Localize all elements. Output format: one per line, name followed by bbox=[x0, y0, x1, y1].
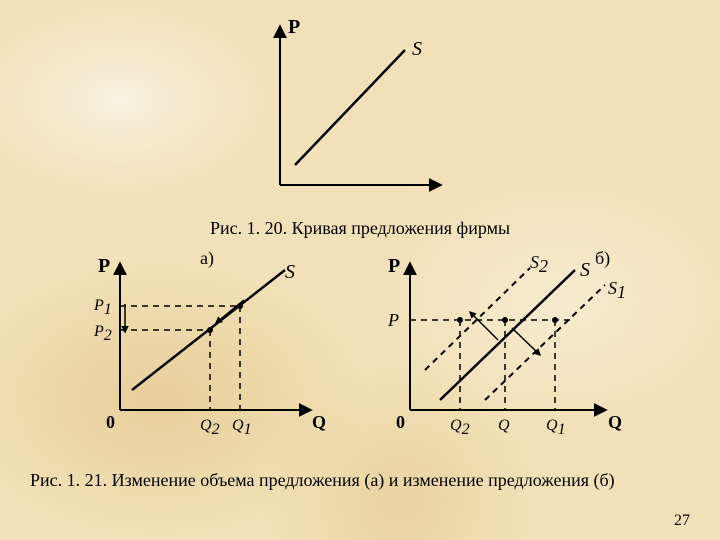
tick-p2: P2 bbox=[93, 323, 112, 344]
panel-a-label: а) bbox=[200, 250, 214, 269]
axis-label-p: P bbox=[388, 255, 400, 277]
origin-label: 0 bbox=[396, 412, 405, 432]
shift-arrow-left bbox=[470, 312, 498, 340]
point-s2 bbox=[457, 317, 463, 323]
label-s: S bbox=[580, 259, 590, 281]
label-s1: S1 bbox=[608, 278, 626, 302]
panel-b: б) P Q 0 P S2 S S1 bbox=[370, 250, 650, 450]
axis-label-q: Q bbox=[312, 412, 326, 432]
tick-q: Q bbox=[498, 417, 510, 434]
curve-label-s: S bbox=[285, 261, 295, 283]
origin-label: 0 bbox=[106, 412, 115, 432]
page-number: 27 bbox=[674, 512, 690, 530]
label-s2: S2 bbox=[530, 252, 548, 276]
point-s bbox=[502, 317, 508, 323]
caption-1-20: Рис. 1. 20. Кривая предложения фирмы bbox=[0, 218, 720, 239]
curve-label-s: S bbox=[412, 38, 422, 60]
panel-b-label: б) bbox=[595, 250, 610, 269]
figure-1-21: а) P Q 0 S P1 P2 Q2 Q1 bbox=[80, 250, 640, 460]
point-2 bbox=[207, 327, 213, 333]
supply-curve bbox=[295, 50, 405, 165]
tick-p: P bbox=[387, 310, 399, 330]
tick-q1: Q1 bbox=[546, 417, 566, 438]
shift-arrow-right bbox=[512, 328, 540, 355]
panel-a: а) P Q 0 S P1 P2 Q2 Q1 bbox=[80, 250, 340, 450]
figure-1-20: P S bbox=[240, 15, 470, 205]
axis-label-p: P bbox=[288, 16, 300, 38]
tick-q1: Q1 bbox=[232, 417, 252, 438]
tick-p1: P1 bbox=[93, 297, 112, 318]
axis-label-q: Q bbox=[608, 412, 622, 432]
tick-q2: Q2 bbox=[200, 417, 220, 438]
supply-curve-s1 bbox=[485, 285, 605, 400]
tick-q2: Q2 bbox=[450, 417, 470, 438]
point-s1 bbox=[552, 317, 558, 323]
axis-label-p: P bbox=[98, 255, 110, 277]
caption-1-21: Рис. 1. 21. Изменение объема предложения… bbox=[30, 470, 690, 491]
